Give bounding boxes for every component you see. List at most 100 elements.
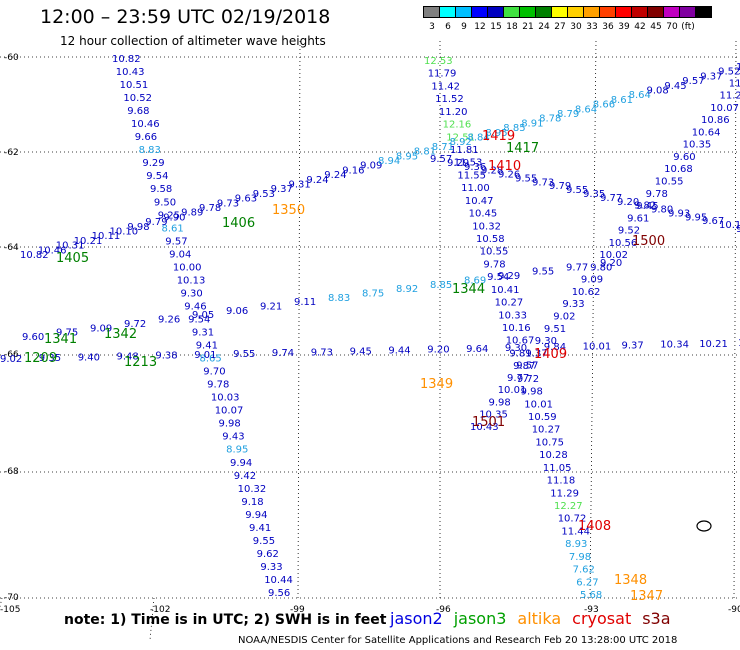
pass-time-label: 1500 [632,234,665,249]
wave-height-label: 11.44 [561,526,590,537]
color-scale-label: 42 [634,22,646,32]
wave-height-label: 9.33 [562,299,584,310]
wave-height-label: 8.95 [485,128,507,139]
wave-height-label: 10.00 [173,262,202,273]
wave-height-label: 8.93 [565,539,587,550]
wave-height-label: 8.84 [468,133,490,144]
pass-time-label: 1406 [222,216,255,231]
pass-time-label: 1501 [472,415,505,430]
wave-height-label: 10.33 [498,310,527,321]
wave-height-label: 8.83 [328,293,350,304]
wave-height-label: 9.31 [289,180,311,191]
wave-height-label: 9.33 [260,562,282,573]
wave-height-label: 11.52 [435,94,464,105]
latitude-label: -62 [4,148,19,158]
wave-height-label: 9.84 [544,342,566,353]
wave-height-label: 9.61 [627,213,649,224]
wave-height-label: 10.68 [664,164,693,175]
color-scale-label: 21 [522,22,534,32]
wave-height-label: 9.82 [634,201,656,212]
grid-longitude-line [297,39,301,599]
pass-time-label: 1417 [506,141,539,156]
wave-height-label: 10.55 [655,177,684,188]
wave-height-label: 9.77 [566,262,588,273]
wave-height-label: 10.28 [539,450,568,461]
wave-height-label: 9.55 [233,349,255,360]
wave-height-label: 10.01 [524,399,553,410]
wave-height-label: 9.79 [549,181,571,192]
color-scale-swatch [695,6,712,18]
wave-height-label: 9.60 [22,332,44,343]
wave-height-label: 9.35 [583,189,605,200]
latitude-label: -66 [4,350,19,360]
color-scale-label: 45 [650,22,662,32]
wave-height-label: 10.35 [479,410,508,421]
wave-height-label: 9.78 [199,203,221,214]
longitude-label: -105 [0,605,20,615]
color-scale-label: 36 [602,22,614,32]
wave-height-label: 10.75 [535,437,564,448]
wave-height-label: 9.58 [150,184,172,195]
track-layer: 10.82 10.43 10.51 10.52 9.68 10.46 9.66 8.83 9.2… [0,54,740,601]
wave-height-label: 9.78 [483,259,505,270]
wave-height-label: 10.11 [92,231,121,242]
wave-height-label: 11.00 [461,183,490,194]
altimeter-track-track-c: 10.8210.4610.3110.2110.1110.109.989.799.… [20,62,740,261]
wave-height-label: 9.73 [532,177,554,188]
wave-height-label: 9.16 [342,165,364,176]
wave-height-label: 9.77 [507,373,529,384]
altimeter-track-track-g: 11.4111.511.2810.0710.8610.6410.359.6010… [470,66,740,433]
wave-height-label: 9.52 [618,226,640,237]
wave-height-label: 9.35 [39,353,61,364]
wave-height-label: 8.81 [414,147,436,158]
wave-height-label: 9.63 [235,194,257,205]
wave-height-label: 9.52 [718,67,740,78]
wave-height-label: 9.98 [489,397,511,408]
wave-height-label: 11.18 [547,476,576,487]
wave-height-label: 9.40 [78,352,100,363]
wave-height-label: 9.44 [388,346,410,357]
wave-height-label: 9.93 [668,208,690,219]
wave-height-label: 10.46 [38,245,67,256]
wave-height-label: 9.60 [673,152,695,163]
wave-height-label: 9.31 [192,328,214,339]
wave-height-label: 8.95 [226,445,248,456]
wave-height-label: 9.43 [222,432,244,443]
color-scale-label: 15 [490,22,502,32]
wave-height-label: 9.48 [117,352,139,363]
wave-height-label: 9.24 [324,170,346,181]
pass-time-label: 1408 [578,519,611,534]
legend-item-s3a: s3a [642,609,671,628]
wave-height-label: 11.81 [450,145,479,156]
wave-height-label: 9.36 [464,162,486,173]
wave-height-label: 9.42 [234,471,256,482]
wave-height-label: 9.94 [230,458,252,469]
pass-time-label: 1348 [614,573,647,588]
wave-height-label: 7.62 [573,565,595,576]
wave-height-label: 9.37 [525,348,547,359]
wave-height-label: 9.62 [257,549,279,560]
wave-height-label: 9.09 [360,161,382,172]
wave-height-label: 9.24 [306,175,328,186]
altimeter-track-track-e: 9.60 9.75 9.09 9.72 9.26 9.05 9.06 9.21 9.11 8.83… [22,258,622,343]
wave-height-label: 9.29 [447,158,469,169]
wave-height-label: 10.13 [719,220,740,231]
wave-height-label: 9.55 [253,536,275,547]
pass-time-label: 1209 [24,351,57,366]
wave-height-label: 9.73 [311,347,333,358]
wave-height-label: 9.20 [617,197,639,208]
wave-height-label: 9.95 [685,212,707,223]
wave-height-label: 9.57 [430,154,452,165]
wave-height-label: 9.67 [702,216,724,227]
wave-height-label: 9.01 [194,350,216,361]
island-shape [696,520,712,532]
wave-height-label: 9.54 [487,272,509,283]
wave-height-label: 8.64 [629,90,651,101]
wave-height-label: 10.34 [660,340,689,351]
wave-height-label: 9.44 [736,224,740,235]
pass-time-label: 1419 [482,129,515,144]
wave-height-label: 10.13 [177,275,206,286]
wave-height-label: 9.28 [481,166,503,177]
